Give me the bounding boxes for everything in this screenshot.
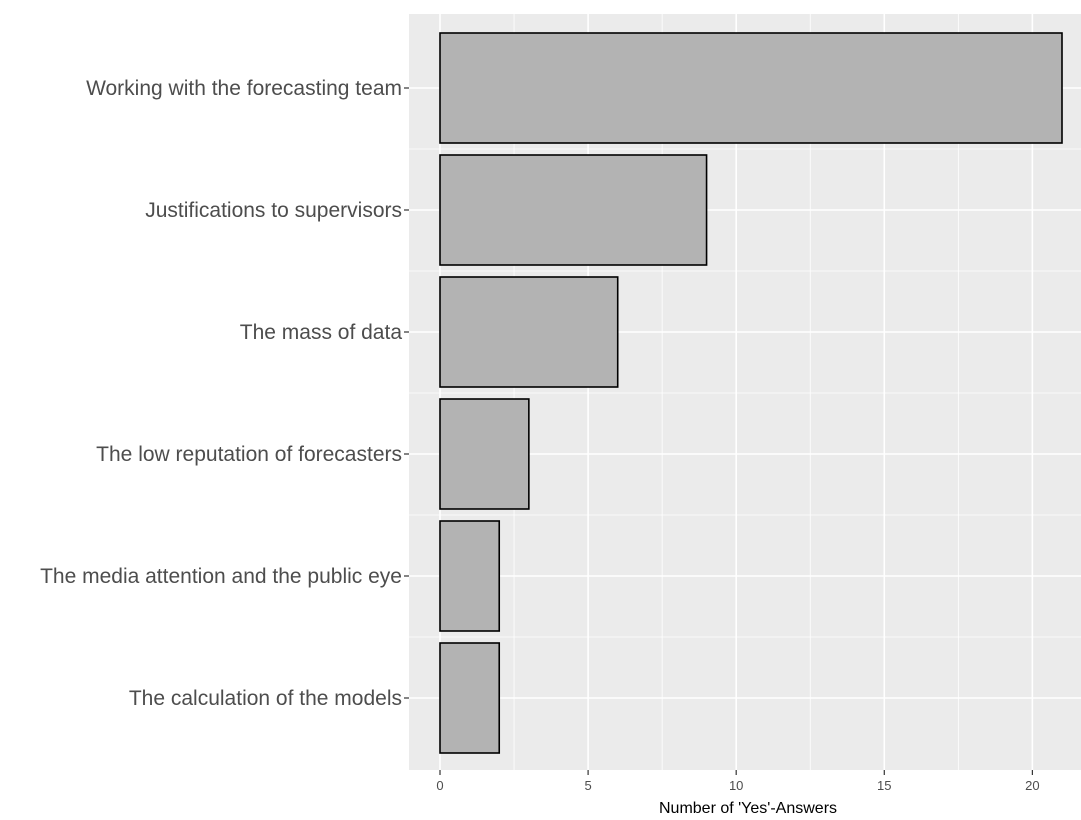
x-tick-label: 20 (1025, 778, 1039, 793)
bars (439, 32, 1063, 754)
x-axis: 0 5 10 15 20 (436, 770, 1040, 793)
y-tick-label: Justifications to supervisors (145, 199, 402, 222)
y-tick-label: The calculation of the models (129, 687, 402, 710)
bar (439, 154, 708, 266)
x-tick-label: 0 (436, 778, 443, 793)
y-axis: Working with the forecasting team Justifi… (40, 77, 409, 710)
x-axis-title: Number of 'Yes'-Answers (659, 800, 837, 817)
bar (439, 642, 501, 754)
bar (439, 520, 501, 632)
bar (439, 398, 530, 510)
bar (439, 32, 1063, 144)
x-tick-label: 10 (729, 778, 743, 793)
y-tick-label: The low reputation of forecasters (96, 443, 402, 466)
y-tick-label: The mass of data (240, 321, 403, 344)
bar (439, 276, 619, 388)
x-tick-label: 5 (584, 778, 591, 793)
y-tick-label: Working with the forecasting team (86, 77, 402, 100)
y-tick-label: The media attention and the public eye (40, 565, 402, 588)
x-tick-label: 15 (877, 778, 891, 793)
